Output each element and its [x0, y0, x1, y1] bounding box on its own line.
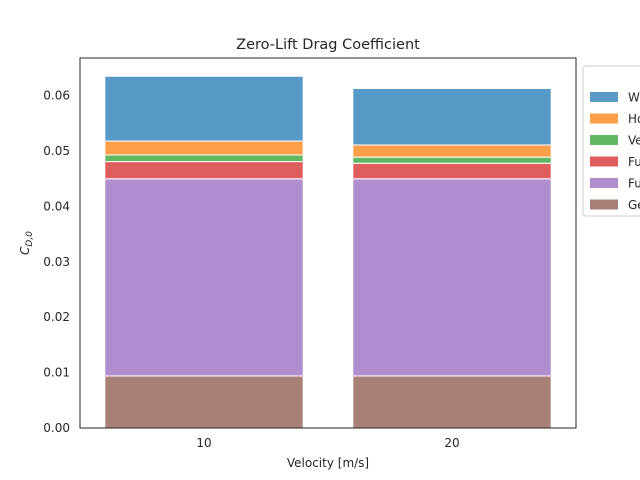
bar-w-5-cat-20	[352, 87, 552, 146]
legend: W Ho Ve Fu Fu Ge	[582, 65, 640, 217]
bar-w-5-cat-10	[104, 75, 304, 142]
y-tick-label: 0.03	[43, 255, 70, 269]
legend-swatch	[590, 113, 618, 124]
bar-fu-1-cat-20	[352, 178, 552, 377]
y-axis-label-main: C	[18, 246, 32, 255]
y-tick-label: 0.04	[43, 199, 70, 213]
y-tick-label: 0.06	[43, 89, 70, 103]
legend-swatch	[590, 92, 618, 102]
y-tick-label: 0.00	[43, 421, 70, 435]
bar-ho-4-cat-10	[104, 140, 304, 156]
bar-ve-3-cat-10	[104, 154, 304, 163]
bar-fu-1-cat-10	[104, 178, 304, 377]
bars-layer	[104, 75, 552, 429]
legend-label: W	[628, 91, 640, 105]
y-tick-label: 0.02	[43, 310, 70, 324]
legend-label: Ve	[628, 134, 640, 148]
x-tick-labels: 10 20	[196, 436, 459, 450]
legend-label: Ho	[628, 112, 640, 126]
bar-fu-2-cat-10	[104, 161, 304, 180]
chart-title: Zero-Lift Drag Coefficient	[236, 37, 420, 53]
x-axis-label: Velocity [m/s]	[287, 456, 369, 470]
y-axis-label: CD,0	[18, 231, 35, 255]
y-tick-label: 0.05	[43, 144, 70, 158]
bar-ve-3-cat-20	[352, 156, 552, 164]
x-tick-label: 10	[196, 436, 211, 450]
legend-label: Ge	[628, 198, 640, 212]
legend-items: W Ho Ve Fu Fu Ge	[590, 91, 640, 212]
y-tick-label: 0.01	[43, 366, 70, 380]
x-tick-label: 20	[444, 436, 459, 450]
plot-frame	[79, 57, 577, 429]
legend-swatch	[590, 156, 618, 167]
legend-swatch	[590, 178, 618, 188]
legend-label: Fu	[628, 177, 640, 191]
bar-fu-2-cat-20	[352, 162, 552, 180]
bar-ge-0-cat-10	[104, 375, 304, 429]
y-axis-label-sub: D,0	[25, 231, 35, 247]
y-tick-labels: 0.00 0.01 0.02 0.03 0.04 0.05 0.06	[43, 89, 70, 435]
bar-ho-4-cat-20	[352, 144, 552, 158]
legend-swatch	[590, 199, 618, 210]
legend-label: Fu	[628, 155, 640, 169]
legend-swatch	[590, 135, 618, 145]
bar-ge-0-cat-20	[352, 375, 552, 429]
